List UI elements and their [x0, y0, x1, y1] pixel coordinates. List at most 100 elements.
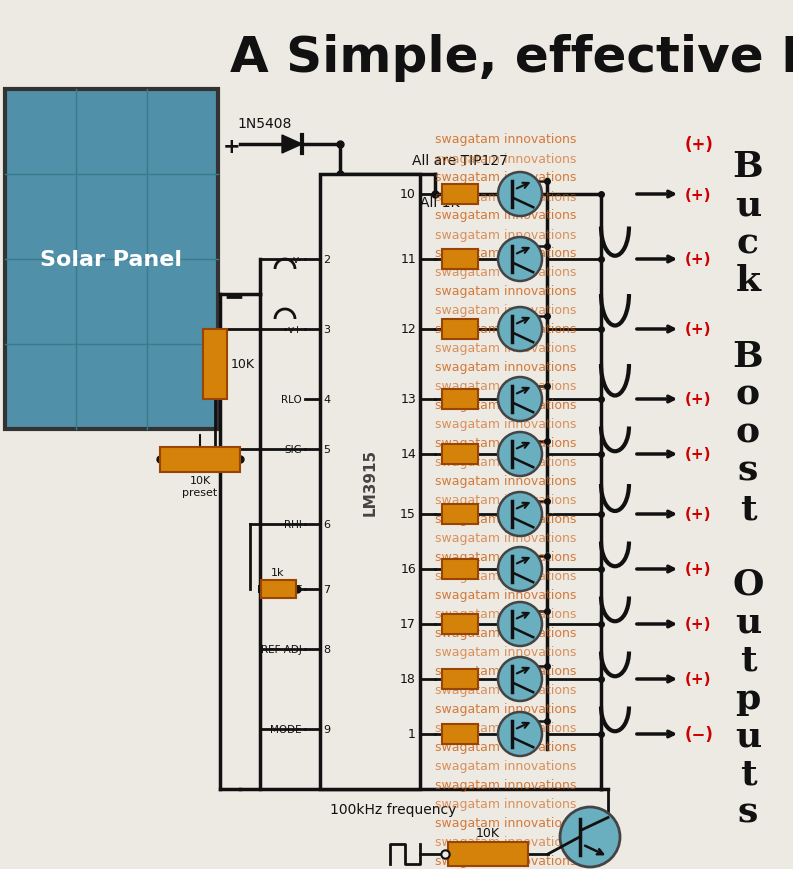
- Text: (+): (+): [685, 252, 711, 267]
- Circle shape: [498, 547, 542, 591]
- Text: swagatam innovations: swagatam innovations: [435, 437, 577, 450]
- Text: 100kHz frequency: 100kHz frequency: [330, 802, 457, 816]
- Bar: [203, 329, 227, 400]
- Text: swagatam innovations: swagatam innovations: [435, 854, 577, 867]
- Text: 1N5408: 1N5408: [238, 116, 292, 131]
- Text: swagatam innovations: swagatam innovations: [435, 627, 577, 640]
- Text: swagatam innovations: swagatam innovations: [435, 171, 577, 184]
- Text: swagatam innovations: swagatam innovations: [435, 418, 577, 431]
- Text: swagatam innovations: swagatam innovations: [435, 684, 577, 697]
- Text: B: B: [733, 340, 764, 374]
- Text: swagatam innovations: swagatam innovations: [435, 247, 577, 260]
- Text: (+): (+): [685, 672, 711, 687]
- Text: A Simple, effective MPPT Circuit: A Simple, effective MPPT Circuit: [230, 34, 793, 82]
- Text: swagatam innovations: swagatam innovations: [435, 456, 577, 469]
- Text: (+): (+): [685, 617, 711, 632]
- Text: (+): (+): [685, 188, 711, 202]
- Text: swagatam innovations: swagatam innovations: [435, 323, 577, 336]
- Text: 3: 3: [323, 325, 330, 335]
- Text: +: +: [223, 136, 240, 156]
- Circle shape: [498, 173, 542, 216]
- Text: o: o: [736, 415, 760, 449]
- Text: Solar Panel: Solar Panel: [40, 249, 182, 269]
- Bar: [442, 669, 478, 689]
- Text: v-: v-: [293, 255, 302, 265]
- Text: (−): (−): [685, 725, 714, 743]
- Text: swagatam innovations: swagatam innovations: [435, 229, 577, 242]
- Text: (+): (+): [685, 322, 711, 337]
- Bar: [5, 90, 218, 429]
- Text: 4: 4: [323, 395, 330, 405]
- Text: swagatam innovations: swagatam innovations: [435, 133, 577, 146]
- Text: swagatam innovations: swagatam innovations: [435, 607, 577, 620]
- Text: 15: 15: [400, 507, 416, 521]
- Text: t: t: [740, 757, 757, 791]
- Text: 1k: 1k: [271, 567, 285, 577]
- Circle shape: [498, 308, 542, 352]
- Text: swagatam innovations: swagatam innovations: [435, 532, 577, 545]
- Text: u: u: [735, 188, 761, 222]
- Text: u: u: [735, 720, 761, 753]
- Bar: [448, 842, 528, 866]
- Text: swagatam innovations: swagatam innovations: [435, 760, 577, 773]
- Text: swagatam innovations: swagatam innovations: [435, 779, 577, 792]
- Text: swagatam innovations: swagatam innovations: [435, 740, 577, 753]
- Bar: [442, 560, 478, 580]
- Text: (+): (+): [685, 392, 711, 407]
- Bar: [442, 724, 478, 744]
- Text: c: c: [737, 226, 759, 260]
- Text: swagatam innovations: swagatam innovations: [435, 646, 577, 659]
- Text: 10K
preset: 10K preset: [182, 475, 217, 497]
- Circle shape: [498, 657, 542, 701]
- Text: 5: 5: [323, 444, 330, 454]
- Text: O: O: [732, 567, 764, 601]
- Bar: [442, 320, 478, 340]
- Bar: [442, 389, 478, 409]
- Circle shape: [498, 713, 542, 756]
- Text: o: o: [736, 377, 760, 412]
- Text: swagatam innovations: swagatam innovations: [435, 494, 577, 507]
- Text: swagatam innovations: swagatam innovations: [435, 380, 577, 393]
- Text: p: p: [735, 681, 760, 715]
- Text: (+): (+): [685, 507, 711, 522]
- Text: k: k: [735, 263, 760, 298]
- Text: 1: 1: [408, 727, 416, 740]
- Text: REF ADJ: REF ADJ: [261, 644, 302, 654]
- Bar: [442, 614, 478, 634]
- Text: 18: 18: [400, 673, 416, 686]
- Text: t: t: [740, 492, 757, 526]
- Text: 2: 2: [323, 255, 330, 265]
- Text: 11: 11: [400, 253, 416, 266]
- Text: REF OUT: REF OUT: [257, 584, 302, 594]
- Text: MODE: MODE: [270, 724, 302, 734]
- Bar: [442, 185, 478, 205]
- Text: swagatam innovations: swagatam innovations: [435, 152, 577, 165]
- Text: swagatam innovations: swagatam innovations: [435, 798, 577, 811]
- Bar: [442, 504, 478, 524]
- Text: swagatam innovations: swagatam innovations: [435, 589, 577, 602]
- Text: swagatam innovations: swagatam innovations: [435, 209, 577, 222]
- Text: swagatam innovations: swagatam innovations: [435, 703, 577, 716]
- Bar: [160, 448, 240, 473]
- Text: swagatam innovations: swagatam innovations: [435, 304, 577, 317]
- Text: 10K: 10K: [476, 826, 500, 839]
- Text: 13: 13: [400, 393, 416, 406]
- Circle shape: [560, 807, 620, 867]
- Text: swagatam innovations: swagatam innovations: [435, 817, 577, 830]
- Text: swagatam innovations: swagatam innovations: [435, 570, 577, 583]
- Text: swagatam innovations: swagatam innovations: [435, 551, 577, 564]
- Text: swagatam innovations: swagatam innovations: [435, 399, 577, 412]
- Polygon shape: [282, 136, 302, 154]
- Circle shape: [498, 602, 542, 647]
- Text: v+: v+: [287, 325, 302, 335]
- Text: (+): (+): [685, 136, 714, 154]
- Text: 8: 8: [323, 644, 330, 654]
- Text: All are TIP127: All are TIP127: [412, 154, 508, 168]
- Text: s: s: [737, 795, 758, 829]
- Text: 14: 14: [400, 448, 416, 461]
- Text: swagatam innovations: swagatam innovations: [435, 721, 577, 734]
- Text: (+): (+): [685, 562, 711, 577]
- Circle shape: [498, 238, 542, 282]
- Text: swagatam innovations: swagatam innovations: [435, 342, 577, 355]
- Circle shape: [498, 493, 542, 536]
